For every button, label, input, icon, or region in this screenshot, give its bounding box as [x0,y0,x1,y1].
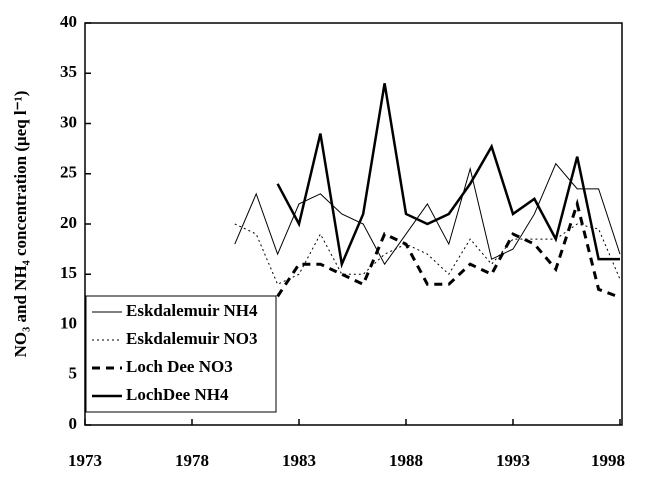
series-line [234,162,621,266]
legend-box [85,295,277,413]
legend-label: LochDee NH4 [126,385,229,404]
x-tick-label: 1993 [496,451,530,470]
y-tick-label: 0 [69,414,78,433]
x-tick-label: 1978 [175,451,209,470]
y-tick-label: 25 [60,163,77,182]
y-axis-label: NO₃ and NH₄ concentration (μeq l⁻¹) [11,91,30,358]
x-tick-label: 1983 [282,451,316,470]
y-tick-label: 20 [60,213,77,232]
y-tick-label: 15 [60,263,77,282]
y-tick-label: 10 [60,313,77,332]
legend-label: Eskdalemuir NH4 [126,301,258,320]
series-line [276,83,620,269]
y-tick-label: 30 [60,112,77,131]
legend-label: Loch Dee NO3 [126,357,233,376]
y-tick-label: 35 [60,62,77,81]
y-tick-label: 5 [69,364,78,383]
x-tick-label: 1998 [591,451,625,470]
series-line [276,198,621,299]
x-tick-label: 1973 [68,451,102,470]
x-tick-label: 1988 [389,451,423,470]
legend-label: Eskdalemuir NO3 [126,329,257,348]
y-tick-label: 40 [60,12,77,31]
